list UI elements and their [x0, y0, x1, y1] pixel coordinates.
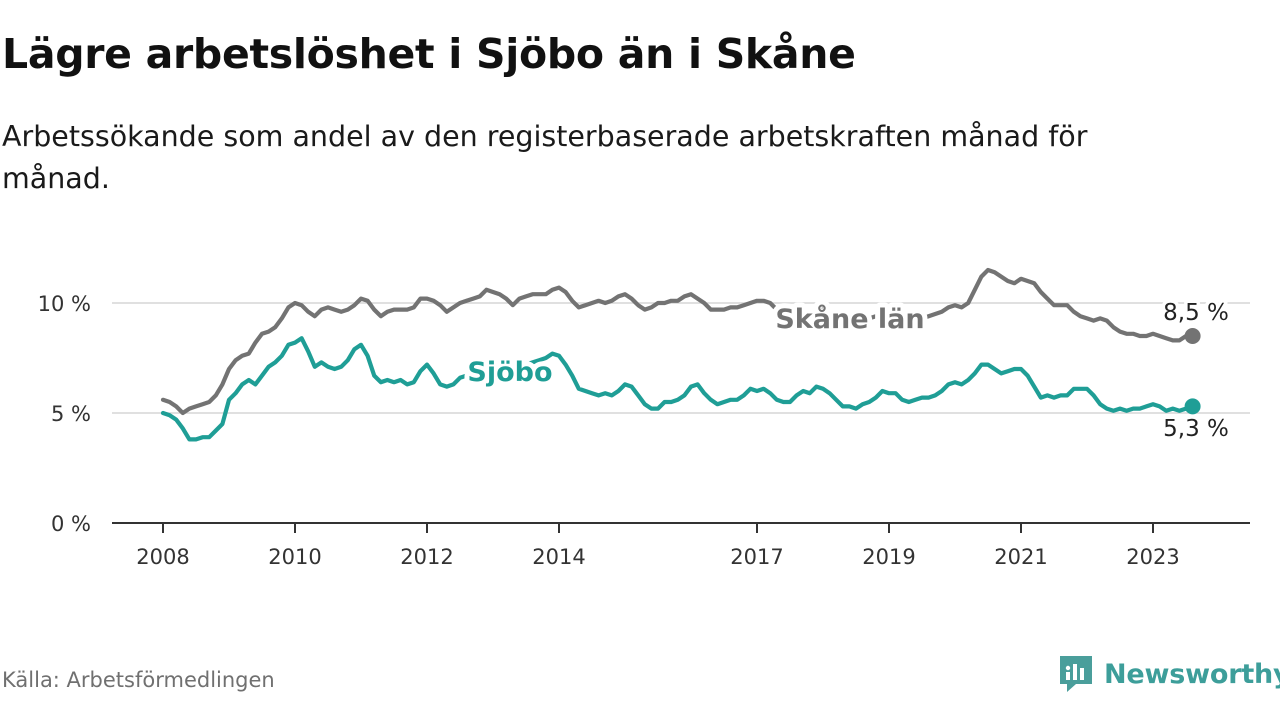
x-tick-label: 2010: [268, 545, 321, 569]
end-markers: 8,5 %8,5 %5,3 %5,3 %: [1160, 297, 1233, 446]
series-label-halo: Skåne län: [775, 303, 924, 335]
brand-name: Newsworthy: [1104, 658, 1280, 690]
series-line-sjobo: [160, 336, 1195, 442]
x-tick-label: 2021: [994, 545, 1047, 569]
x-tick-label: 2023: [1126, 545, 1179, 569]
end-label-skane: 8,5 %: [1163, 300, 1229, 326]
x-tick-label: 2008: [136, 545, 189, 569]
y-axis-ticks: 0 % 5 % 10 %: [38, 292, 91, 536]
source-note: Källa: Arbetsförmedlingen: [2, 668, 275, 692]
series-label-halo: Sjöbo: [467, 357, 552, 388]
y-tick-label: 10 %: [38, 292, 91, 316]
newsworthy-logo-icon: [1060, 656, 1092, 692]
x-axis-ticks: 2008 2010 2012 2014 2017 2019 2021 2023: [112, 522, 1250, 569]
x-tick-label: 2019: [862, 545, 915, 569]
series-lines: [160, 267, 1195, 442]
x-tick-label: 2012: [400, 545, 453, 569]
chart-subtitle: Arbetssökande som andel av den registerb…: [2, 120, 1088, 195]
y-tick-label: 0 %: [51, 512, 91, 536]
end-label-halo: 5,3 %: [1163, 416, 1229, 442]
end-label-halo: 8,5 %: [1163, 300, 1229, 326]
x-tick-label: 2017: [730, 545, 783, 569]
brand-logo[interactable]: Newsworthy: [1058, 654, 1280, 694]
chart-title: Lägre arbetslöshet i Sjöbo än i Skåne: [2, 30, 856, 78]
x-tick-label: 2014: [532, 545, 585, 569]
gridlines: [112, 302, 1250, 414]
series-label-skane: Skåne län: [775, 303, 924, 335]
series-line-skane: [160, 267, 1195, 416]
y-tick-label: 5 %: [51, 402, 91, 426]
end-point-skane: [1184, 328, 1201, 344]
end-label-sjobo: 5,3 %: [1163, 416, 1229, 442]
end-point-sjobo: [1184, 398, 1201, 415]
series-label-sjobo: Sjöbo: [467, 357, 552, 388]
